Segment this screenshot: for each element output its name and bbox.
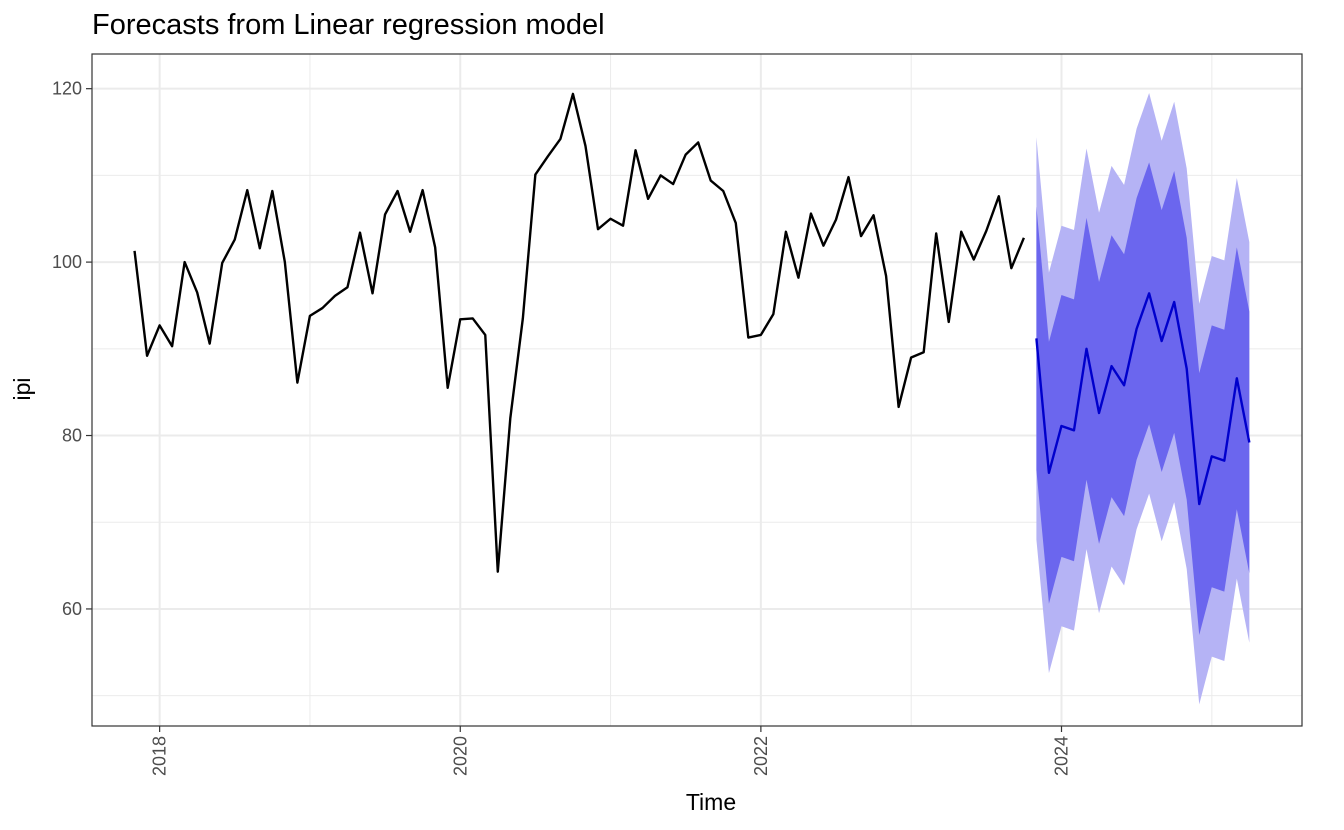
x-tick-label: 2020 xyxy=(450,736,470,776)
prediction-intervals xyxy=(1036,93,1250,705)
y-tick-label: 100 xyxy=(52,252,82,272)
plot-area xyxy=(91,53,1303,727)
x-tick-label: 2018 xyxy=(150,736,170,776)
forecast-series-line xyxy=(1035,292,1251,506)
x-tick-label: 2022 xyxy=(751,736,771,776)
y-axis-title: ipi xyxy=(9,377,35,400)
interval-80-band xyxy=(1036,162,1250,635)
plot-border xyxy=(91,53,1303,727)
y-tick-label: 120 xyxy=(52,79,82,99)
x-tick-label: 2024 xyxy=(1052,736,1072,776)
history-series-line xyxy=(133,92,1025,573)
series-lines xyxy=(133,92,1251,573)
y-tick-label: 60 xyxy=(62,599,82,619)
y-axis-ticks: 60 80 100 120 xyxy=(52,79,92,619)
x-axis-ticks: 2018 2020 2022 2024 xyxy=(150,726,1072,776)
x-axis-title: Time xyxy=(686,789,736,815)
y-tick-label: 80 xyxy=(62,426,82,446)
chart-title: Forecasts from Linear regression model xyxy=(92,9,605,41)
